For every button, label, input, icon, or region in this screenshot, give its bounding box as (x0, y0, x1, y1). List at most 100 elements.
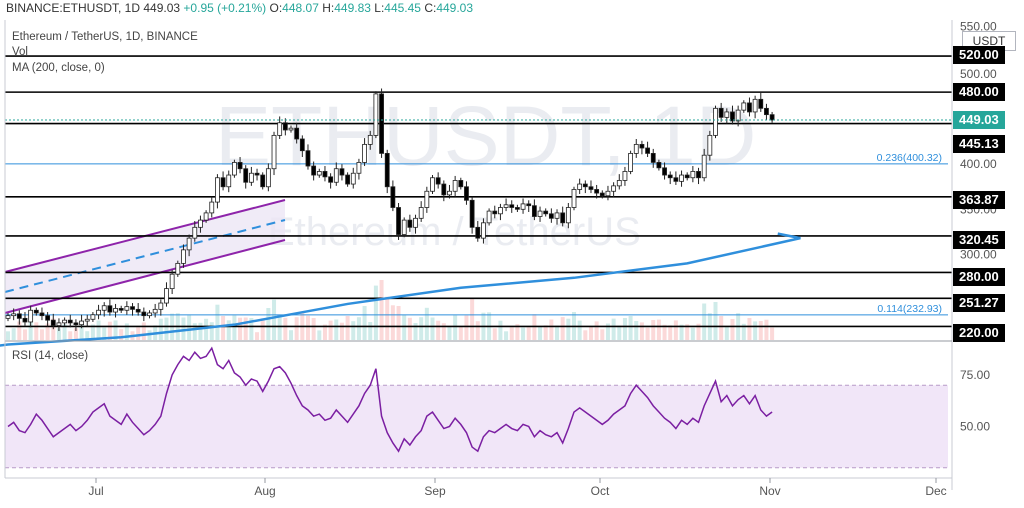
candle-body (198, 219, 203, 228)
pair-legend[interactable]: Ethereum / TetherUS, 1D, BINANCE (12, 31, 198, 43)
candle-body (260, 174, 266, 188)
candle-body (407, 219, 413, 228)
candle-body (231, 162, 237, 176)
candle-body (447, 190, 452, 196)
candle-body (667, 174, 673, 179)
candle-body (747, 102, 752, 113)
volume-bar (498, 320, 503, 340)
volume-bar (221, 316, 226, 340)
symbol-label: BINANCE:ETHUSDT, 1D (6, 1, 141, 15)
current-price-tag: 449.03 (953, 111, 1005, 129)
volume-bar (311, 318, 316, 340)
volume-bar (504, 331, 509, 340)
volume-bar (719, 316, 724, 340)
candle-body (696, 171, 701, 179)
volume-bar (690, 327, 695, 340)
candle-body (226, 174, 232, 188)
time-tick-label: Aug (254, 484, 275, 498)
volume-bar (215, 304, 220, 340)
volume-bar (470, 298, 475, 340)
high-value: 449.83 (334, 1, 371, 15)
candle-body (294, 127, 300, 140)
close-value: 449.03 (436, 1, 474, 15)
candle-body (560, 212, 566, 224)
candle-body (237, 162, 243, 170)
candle-body (435, 177, 441, 185)
candle-body (367, 134, 373, 145)
candle-body (124, 306, 130, 311)
level-tag-363: 363.87 (953, 191, 1005, 209)
time-tick-label: Jul (88, 484, 103, 498)
rsi-tick-label: 50.00 (960, 419, 990, 433)
volume-bar (617, 325, 622, 340)
candle-body (282, 122, 288, 131)
volume-bar (730, 319, 735, 340)
volume-bar (45, 323, 50, 340)
volume-bar (560, 317, 565, 340)
volume-bar (356, 317, 361, 340)
candle-body (531, 205, 537, 217)
candle-body (707, 134, 713, 156)
volume-bar (526, 327, 531, 340)
volume-bar (385, 296, 390, 340)
volume-legend[interactable]: Vol (12, 46, 28, 58)
candle-body (469, 199, 475, 228)
volume-bar (22, 329, 27, 340)
volume-bar (328, 320, 333, 340)
candle-body (752, 98, 758, 113)
volume-bar (424, 307, 429, 340)
candle-body (622, 171, 628, 181)
candle-body (175, 262, 181, 275)
volume-bar (679, 324, 684, 340)
candle-body (113, 308, 118, 313)
candle-body (152, 308, 158, 314)
volume-bar (102, 327, 107, 340)
candle-body (735, 109, 741, 122)
candle-body (299, 138, 305, 152)
volume-bar (28, 317, 33, 340)
fib-label: 0.114(232.93) (877, 303, 942, 315)
candle-body (316, 171, 322, 176)
candle-body (594, 189, 600, 194)
candle-body (328, 176, 334, 183)
candle-body (192, 226, 198, 239)
candle-body (452, 180, 458, 192)
volume-bar (124, 323, 129, 340)
volume-bar (685, 324, 690, 340)
time-tick-label: Sep (424, 484, 446, 498)
candle-body (577, 183, 583, 190)
candle-body (164, 288, 169, 304)
candle-body (67, 319, 73, 324)
volume-bar (639, 322, 644, 340)
volume-bar (566, 318, 571, 340)
candle-body (22, 317, 28, 323)
volume-bar (651, 320, 656, 340)
volume-bar (243, 317, 248, 340)
candle-body (350, 172, 356, 185)
rsi-legend[interactable]: RSI (14, close) (12, 350, 89, 362)
volume-bar (334, 319, 339, 340)
volume-bar (322, 324, 327, 340)
volume-bar (521, 327, 526, 340)
volume-bar (373, 285, 378, 340)
candle-body (16, 313, 22, 319)
candle-body (611, 185, 617, 192)
ma-legend[interactable]: MA (200, close, 0) (12, 62, 105, 74)
volume-bar (764, 319, 769, 340)
volume-bar (90, 324, 95, 340)
candle-body (5, 315, 11, 319)
channel-fill (5, 200, 285, 313)
volume-bar (696, 323, 701, 340)
candle-body (169, 273, 175, 290)
low-value: 445.45 (384, 1, 421, 15)
volume-bar (396, 306, 401, 340)
volume-bar (628, 316, 633, 340)
volume-bar (289, 330, 293, 340)
candle-body (362, 143, 367, 163)
open-value: 448.07 (282, 1, 319, 15)
symbol-header: BINANCE:ETHUSDT, 1D 449.03 +0.95 (+0.21%… (6, 1, 473, 15)
volume-bar (11, 328, 16, 340)
candle-body (243, 168, 249, 183)
candle-body (554, 212, 560, 219)
